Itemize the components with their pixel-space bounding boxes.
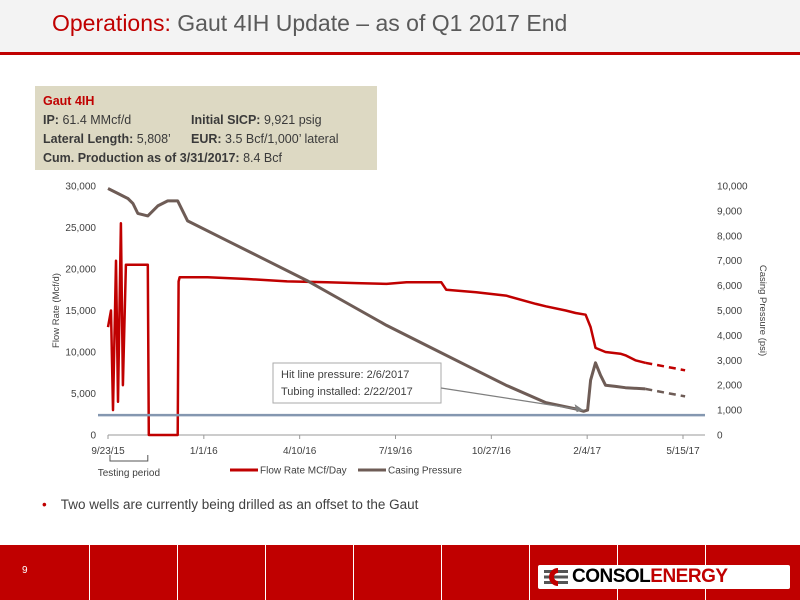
lateral-length-field: Lateral Length: 5,808’	[43, 132, 171, 146]
bullet-icon: •	[42, 497, 47, 512]
page-title: Operations: Gaut 4IH Update – as of Q1 2…	[52, 10, 567, 37]
y-right-tick-label: 9,000	[717, 206, 742, 217]
header-divider	[0, 52, 800, 55]
y-left-tick-label: 20,000	[65, 265, 96, 276]
bullet-item: • Two wells are currently being drilled a…	[42, 497, 418, 512]
consol-logo-icon	[544, 568, 568, 586]
callout-line-1: Hit line pressure: 2/6/2017	[281, 369, 409, 381]
logo-wordmark: CONSOLENERGY	[572, 566, 728, 587]
y-right-tick-label: 5,000	[717, 306, 742, 317]
y-right-tick-label: 1,000	[717, 406, 742, 417]
y-left-tick-label: 0	[90, 431, 96, 442]
y-left-tick-label: 15,000	[65, 306, 96, 317]
legend-label-flow: Flow Rate MCf/Day	[260, 466, 347, 477]
y-left-tick-label: 30,000	[65, 182, 96, 193]
callout-box	[272, 362, 442, 404]
y-right-tick-label: 0	[717, 431, 723, 442]
x-tick-label: 5/15/17	[666, 446, 700, 457]
title-text: Gaut 4IH Update – as of Q1 2017 End	[177, 10, 568, 36]
legend-label-pressure: Casing Pressure	[388, 466, 462, 477]
x-tick-label: 9/23/15	[91, 446, 125, 457]
testing-period-bracket	[109, 455, 149, 462]
x-tick-label: 1/1/16	[190, 446, 218, 457]
title-accent: Operations:	[52, 10, 171, 36]
callout-arrow	[440, 387, 584, 411]
sicp-field: Initial SICP: 9,921 psig	[191, 113, 322, 127]
y-left-tick-label: 25,000	[65, 223, 96, 234]
page-number: 9	[22, 565, 28, 576]
cum-production-field: Cum. Production as of 3/31/2017: 8.4 Bcf	[43, 151, 282, 165]
bullet-text: Two wells are currently being drilled as…	[60, 497, 419, 512]
y-right-tick-label: 7,000	[717, 256, 742, 267]
y-right-tick-label: 2,000	[717, 381, 742, 392]
callout-arrowhead	[574, 404, 584, 413]
x-tick-label: 4/10/16	[283, 446, 317, 457]
eur-field: EUR: 3.5 Bcf/1,000’ lateral	[191, 132, 339, 146]
production-chart: 0 5,000 10,000 15,000 20,000 25,000 30,000 0 1,0…	[51, 182, 768, 480]
testing-period-label: Testing period	[98, 468, 160, 479]
y-right-tick-label: 4,000	[717, 331, 742, 342]
y-right-axis-label: Casing Pressure (psi)	[757, 265, 768, 356]
y-left-axis-label: Flow Rate (Mcf/d)	[51, 273, 62, 348]
x-tick-label: 10/27/16	[472, 446, 511, 457]
series-line-0	[106, 222, 646, 437]
x-tick-label: 7/19/16	[379, 446, 413, 457]
well-name: Gaut 4IH	[43, 94, 95, 108]
header-bar	[0, 0, 800, 52]
series-line-2	[107, 187, 646, 413]
well-info-box: Gaut 4IH IP: 61.4 MMcf/d Initial SICP: 9…	[35, 86, 377, 170]
ip-field: IP: 61.4 MMcf/d	[43, 113, 132, 127]
y-right-tick-label: 8,000	[717, 231, 742, 242]
y-left-tick-label: 10,000	[65, 348, 96, 359]
callout-line-2: Tubing installed: 2/22/2017	[281, 386, 413, 398]
x-tick-label: 2/4/17	[573, 446, 601, 457]
y-right-tick-label: 3,000	[717, 356, 742, 367]
company-logo: CONSOLENERGY	[538, 565, 790, 589]
y-left-tick-label: 5,000	[71, 389, 96, 400]
y-right-tick-label: 10,000	[717, 182, 748, 193]
series-line-3	[645, 387, 686, 398]
y-right-tick-label: 6,000	[717, 281, 742, 292]
series-line-1	[645, 361, 686, 372]
